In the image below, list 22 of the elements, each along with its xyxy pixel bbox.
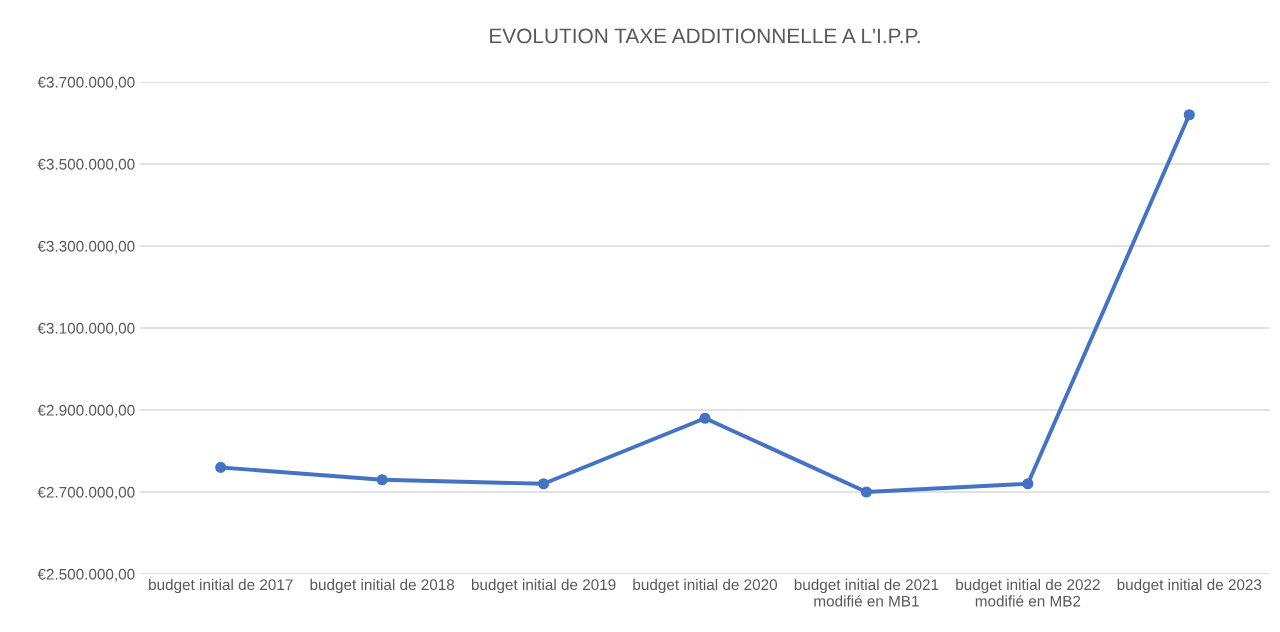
y-tick-label: €2.500.000,00 xyxy=(37,568,135,582)
y-tick-label: €3.700.000,00 xyxy=(37,76,135,90)
point xyxy=(215,461,227,473)
x-tick-label: budget initial de 2022 modifié en MB2 xyxy=(956,578,1100,607)
y-tick-label: €3.500.000,00 xyxy=(37,158,135,172)
x-tick-label: budget initial de 2018 xyxy=(310,578,455,594)
x-tick-label: budget initial de 2023 xyxy=(1117,578,1262,594)
x-tick-label: budget initial de 2019 xyxy=(471,578,616,594)
x-tick-label: budget initial de 2021 modifié en MB1 xyxy=(794,578,939,607)
point xyxy=(538,478,550,490)
y-tick-label: €3.300.000,00 xyxy=(37,240,135,254)
y-tick-label: €2.900.000,00 xyxy=(37,404,135,418)
y-tick-label: €3.100.000,00 xyxy=(37,322,135,336)
point xyxy=(1022,478,1034,490)
point xyxy=(860,486,872,498)
chart-title: EVOLUTION TAXE ADDITIONNELLE A L'I.P.P. xyxy=(490,28,920,44)
x-tick-label: budget initial de 2017 xyxy=(149,578,293,594)
y-tick-label: €2.700.000,00 xyxy=(37,486,135,500)
point xyxy=(376,474,388,486)
x-tick-label: budget initial de 2020 xyxy=(633,578,778,594)
point xyxy=(1183,109,1195,121)
point xyxy=(699,412,711,424)
